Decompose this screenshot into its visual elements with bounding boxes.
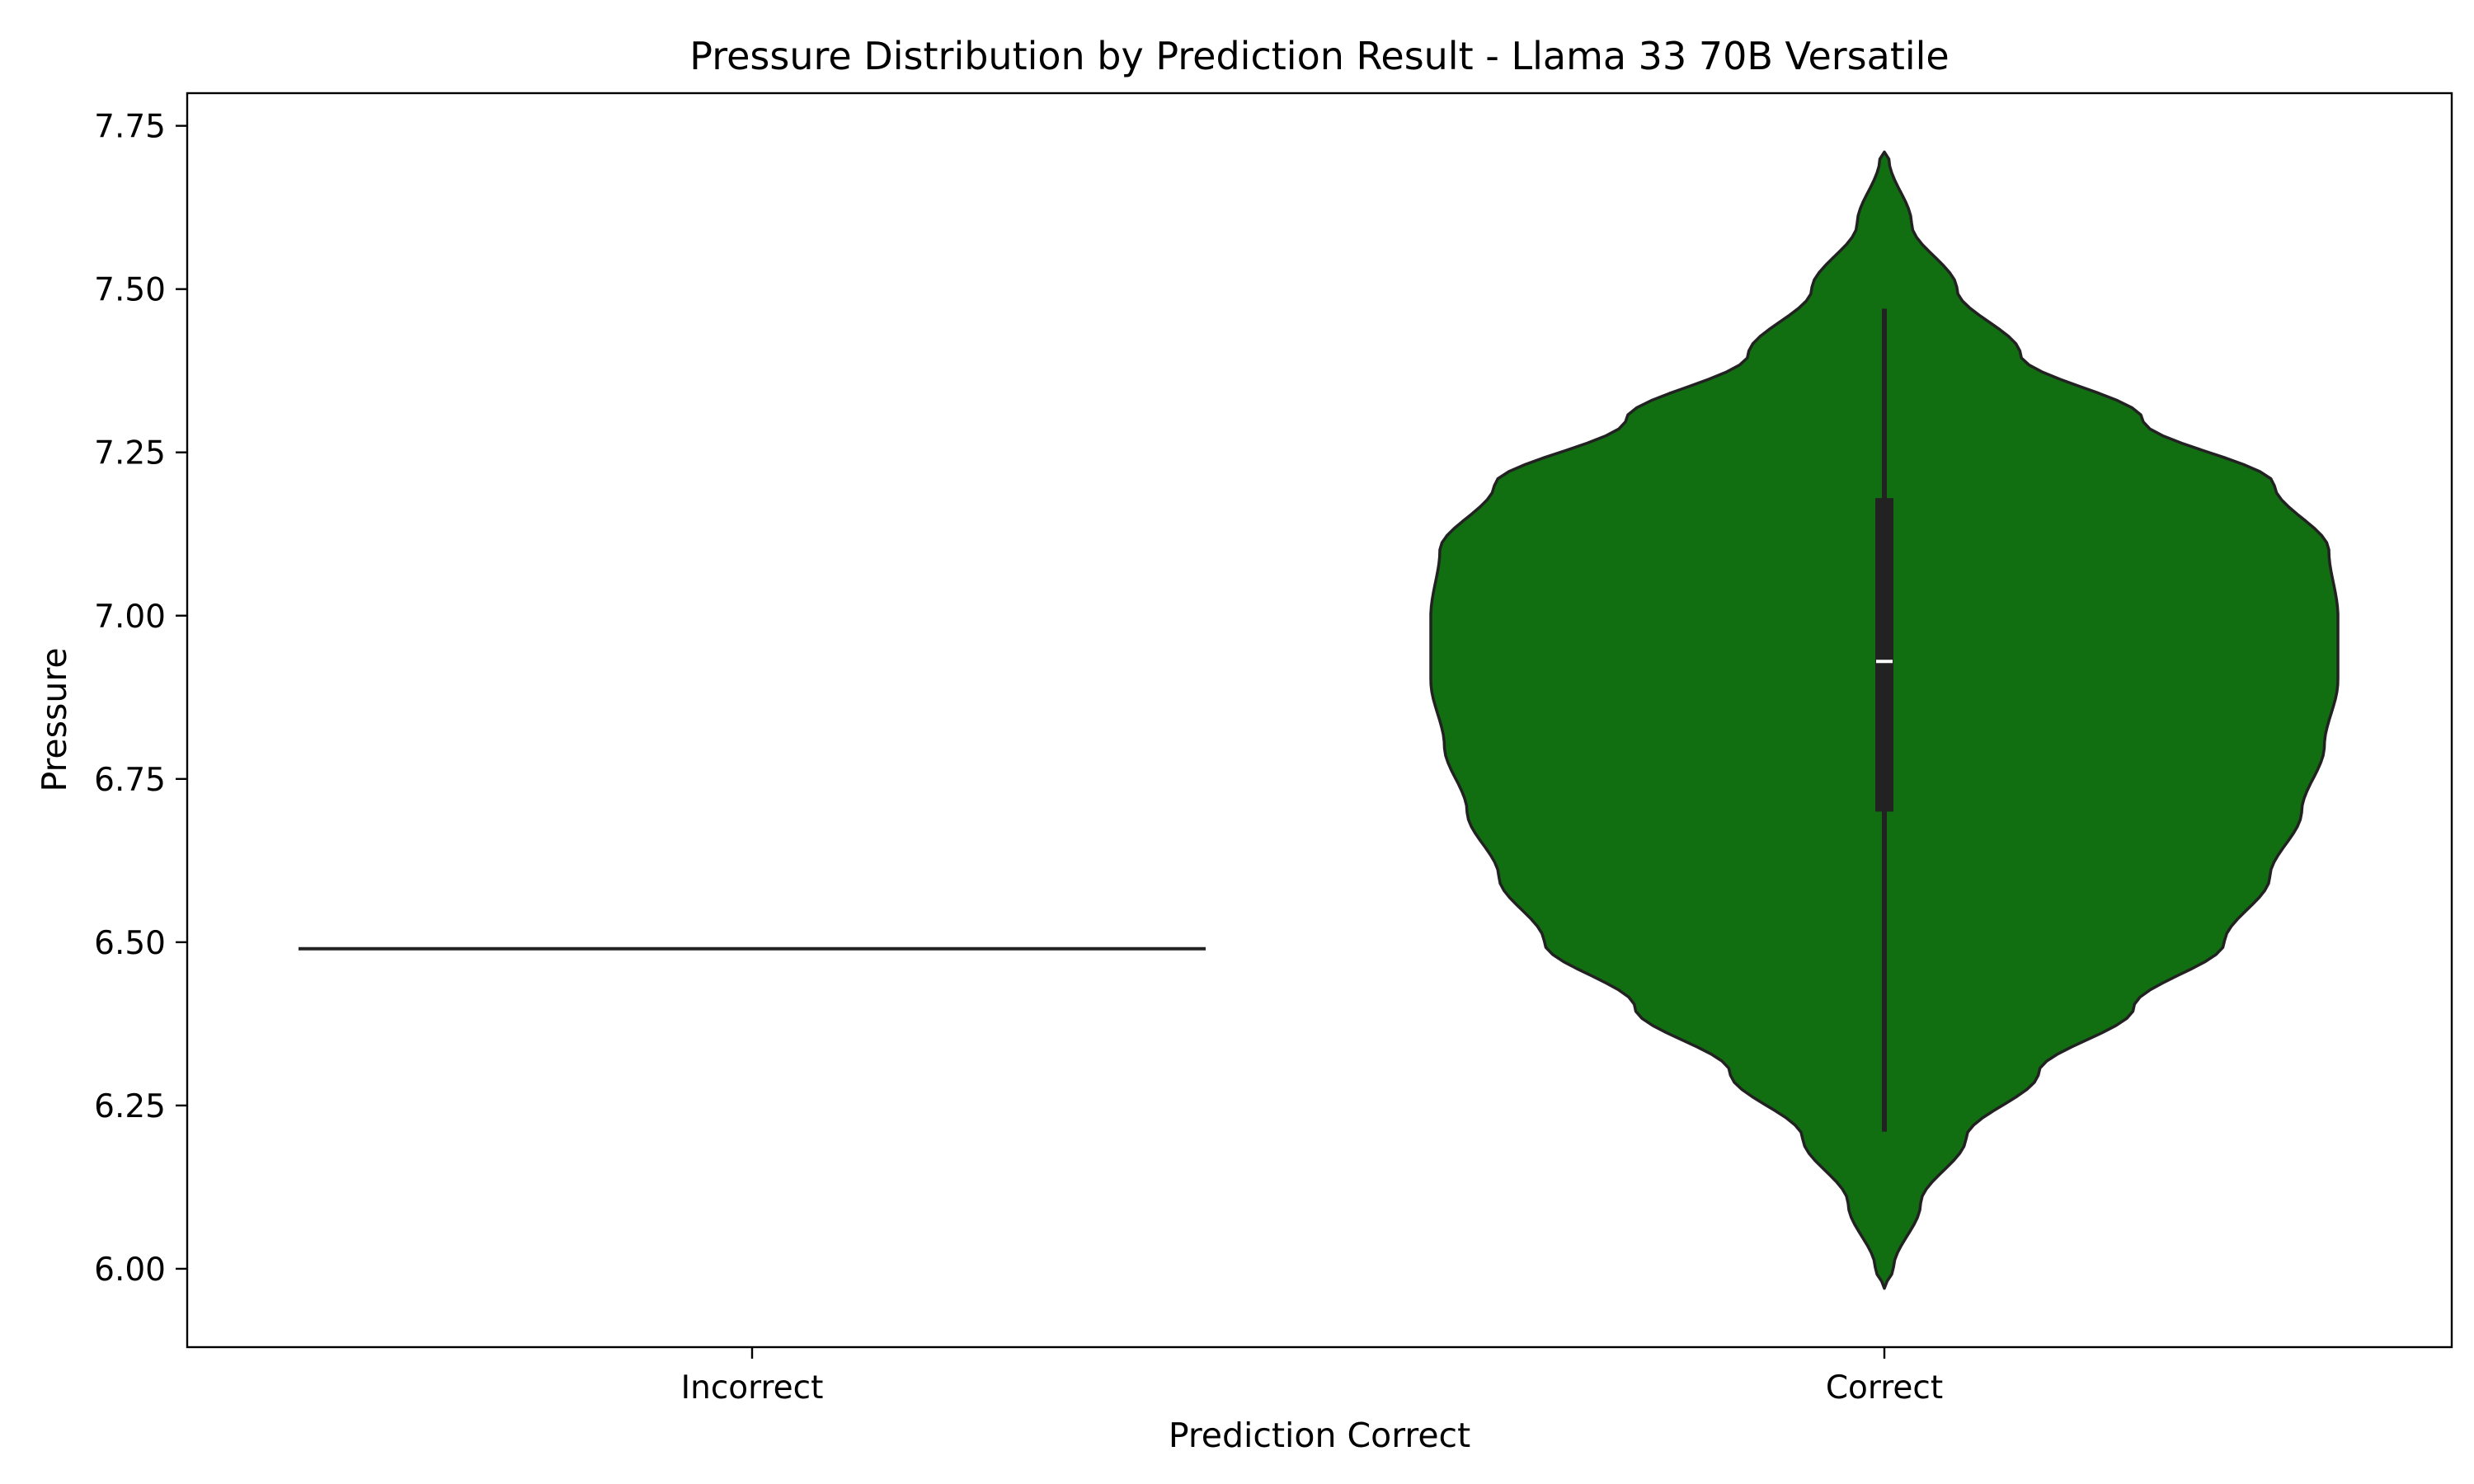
chart-title: Pressure Distribution by Prediction Resu… [689,34,1949,78]
y-tick-label: 6.75 [94,762,166,799]
y-tick-label: 7.25 [94,435,166,472]
y-axis-label: Pressure [35,647,74,791]
y-axis: 6.00 6.25 6.50 6.75 7.00 7.25 7.50 7.75 [94,109,187,1289]
x-axis-label: Prediction Correct [1169,1416,1470,1455]
y-tick-label: 7.50 [94,272,166,309]
violins [299,150,2340,1290]
y-tick-label: 6.50 [94,925,166,962]
y-tick-label: 6.00 [94,1252,166,1289]
violin-iqr-box [1875,498,1893,812]
y-tick-label: 6.25 [94,1088,166,1125]
x-tick-label: Incorrect [681,1369,824,1407]
plot-area [186,92,2453,1349]
y-tick-label: 7.00 [94,599,166,636]
y-tick-label: 7.75 [94,109,166,146]
x-axis: Incorrect Correct [681,1347,1943,1407]
x-tick-label: Correct [1826,1369,1943,1407]
